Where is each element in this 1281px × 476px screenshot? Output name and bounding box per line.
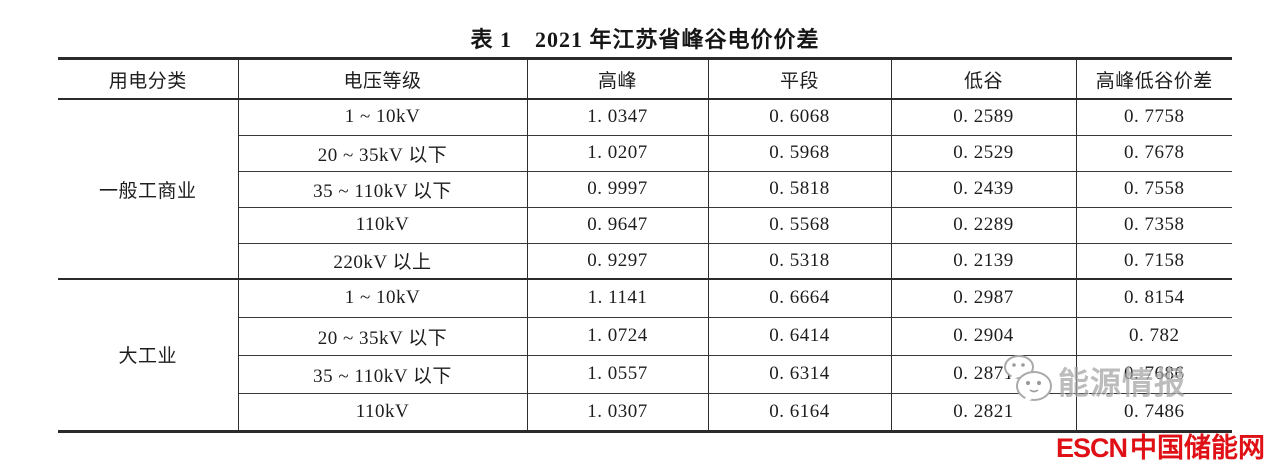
flat-cell: 0. 5818 — [707, 170, 891, 207]
wechat-icon — [1004, 355, 1052, 404]
valley-cell: 0. 2904 — [890, 316, 1076, 355]
watermark-text: 能源情报 — [1058, 365, 1186, 401]
valley-cell: 0. 2529 — [890, 134, 1076, 171]
table-row: 20 ~ 35kV 以下 1. 0207 0. 5968 0. 2529 0. 7678 — [58, 134, 1232, 171]
valley-cell: 0. 2589 — [890, 98, 1076, 135]
table-row: 20 ~ 35kV 以下 1. 0724 0. 6414 0. 2904 0. 782 — [58, 316, 1232, 355]
peak-cell: 0. 9647 — [526, 206, 708, 243]
flat-cell: 0. 5318 — [707, 242, 891, 279]
valley-cell: 0. 2289 — [890, 206, 1076, 243]
diff-cell: 0. 7678 — [1075, 134, 1232, 171]
header-row: 用电分类 电压等级 高峰 平段 低谷 高峰低谷价差 — [58, 58, 1232, 100]
table-body: 一般工商业 1 ~ 10kV 1. 0347 0. 6068 0. 2589 0. 775… — [58, 98, 1232, 431]
voltage-cell: 1 ~ 10kV — [237, 278, 527, 317]
category-cell: 大工业 — [58, 278, 238, 431]
voltage-cell: 20 ~ 35kV 以下 — [237, 134, 527, 171]
peak-cell: 0. 9297 — [526, 242, 708, 279]
voltage-cell: 35 ~ 110kV 以下 — [237, 354, 527, 393]
flat-cell: 0. 6164 — [707, 392, 891, 431]
table-title: 表 1 2021 年江苏省峰谷电价价差 — [470, 27, 820, 52]
peak-cell: 1. 0207 — [526, 134, 708, 171]
valley-cell: 0. 2139 — [890, 242, 1076, 279]
escn-site-name: 中国储能网 — [1130, 433, 1265, 463]
voltage-cell: 1 ~ 10kV — [237, 98, 527, 135]
flat-cell: 0. 6314 — [707, 354, 891, 393]
escn-logo: ESCN 中国储能网 — [1056, 431, 1265, 465]
col-header-category: 用电分类 — [58, 58, 238, 100]
col-header-diff: 高峰低谷价差 — [1075, 58, 1232, 100]
voltage-cell: 110kV — [237, 392, 527, 431]
table-row: 大工业 1 ~ 10kV 1. 1141 0. 6664 0. 2987 0. 8154 — [58, 278, 1232, 431]
voltage-cell: 220kV 以上 — [237, 242, 527, 279]
peak-cell: 1. 0724 — [526, 316, 708, 355]
peak-cell: 1. 0557 — [526, 354, 708, 393]
flat-cell: 0. 5968 — [707, 134, 891, 171]
col-header-peak: 高峰 — [526, 58, 708, 100]
flat-cell: 0. 6068 — [707, 98, 891, 135]
table-row: 110kV 1. 0307 0. 6164 0. 2821 0. 7486 — [58, 392, 1232, 431]
valley-cell: 0. 2439 — [890, 170, 1076, 207]
diff-cell: 0. 7358 — [1075, 206, 1232, 243]
peak-cell: 1. 0347 — [526, 98, 708, 135]
peak-cell: 0. 9997 — [526, 170, 708, 207]
diff-cell: 0. 8154 — [1075, 278, 1232, 317]
flat-cell: 0. 5568 — [707, 206, 891, 243]
table-row: 110kV 0. 9647 0. 5568 0. 2289 0. 7358 — [58, 206, 1232, 243]
diff-cell: 0. 7558 — [1075, 170, 1232, 207]
col-header-voltage: 电压等级 — [237, 58, 527, 100]
watermark: 能源情报 — [1002, 354, 1186, 406]
diff-cell: 0. 7686 — [1075, 354, 1232, 393]
voltage-cell: 20 ~ 35kV 以下 — [237, 316, 527, 355]
diff-cell: 0. 782 — [1075, 316, 1232, 355]
table-row: 一般工商业 1 ~ 10kV 1. 0347 0. 6068 0. 2589 0. 775… — [58, 98, 1232, 279]
peak-cell: 1. 0307 — [526, 392, 708, 431]
flat-cell: 0. 6664 — [707, 278, 891, 317]
valley-cell: 0. 2987 — [890, 278, 1076, 317]
diff-cell: 0. 7758 — [1075, 98, 1232, 135]
diff-cell: 0. 7486 — [1075, 392, 1232, 431]
price-table: 用电分类 电压等级 高峰 平段 低谷 高峰低谷价差 一般工商业 1 ~ 10kV 1… — [58, 57, 1232, 433]
table-row: 35 ~ 110kV 以下 0. 9997 0. 5818 0. 2439 0. 755… — [58, 170, 1232, 207]
table-header: 用电分类 电压等级 高峰 平段 低谷 高峰低谷价差 — [58, 58, 1232, 100]
voltage-cell: 110kV — [237, 206, 527, 243]
diff-cell: 0. 7158 — [1075, 242, 1232, 279]
valley-cell: 0. 2821 — [890, 392, 1076, 431]
category-cell: 一般工商业 — [58, 98, 238, 279]
table-row: 220kV 以上 0. 9297 0. 5318 0. 2139 0. 7158 — [58, 242, 1232, 279]
flat-cell: 0. 6414 — [707, 316, 891, 355]
escn-logo-text: ESCN — [1055, 433, 1128, 463]
col-header-flat: 平段 — [707, 58, 891, 100]
col-header-valley: 低谷 — [890, 58, 1076, 100]
voltage-cell: 35 ~ 110kV 以下 — [237, 170, 527, 207]
peak-cell: 1. 1141 — [526, 278, 708, 317]
table-row: 35 ~ 110kV 以下 1. 0557 0. 6314 0. 2871 0. 768… — [58, 354, 1232, 393]
